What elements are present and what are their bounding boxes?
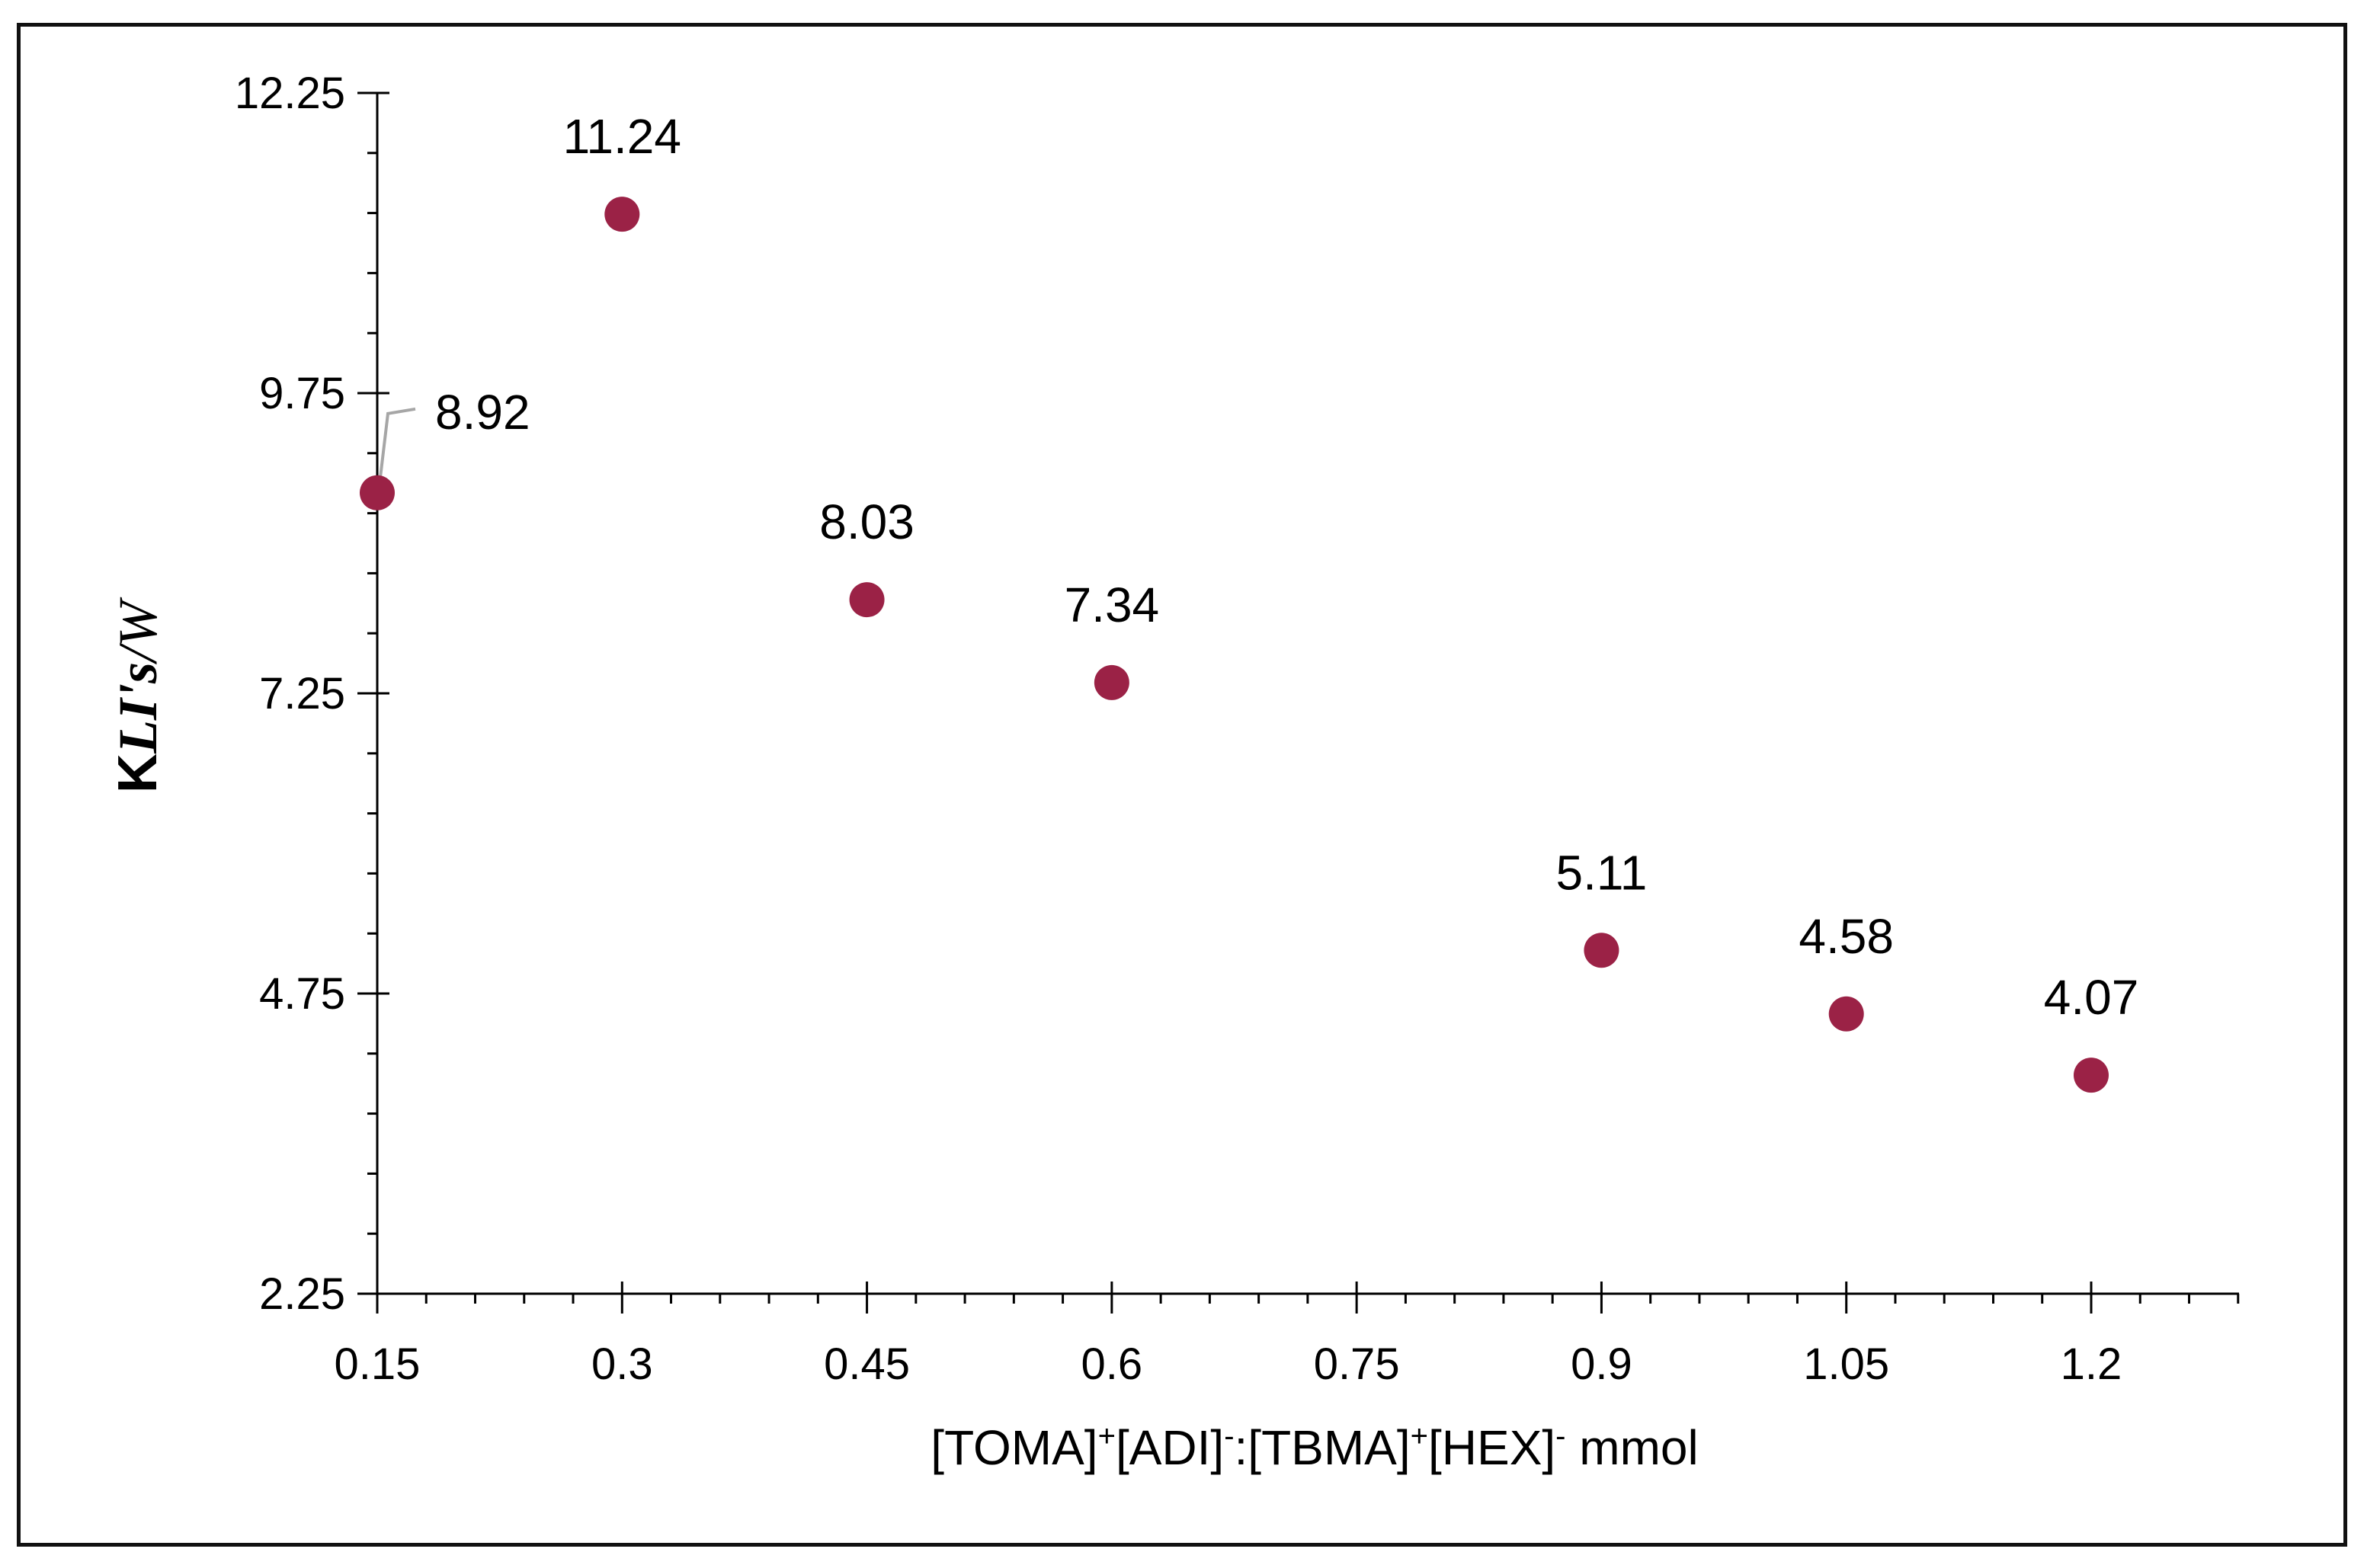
x-tick-label: 0.75 <box>1314 1339 1400 1389</box>
y-axis-title: KLI's/W <box>107 597 168 793</box>
x-tick-label: 0.15 <box>335 1339 421 1389</box>
x-axis-title: [TOMA]+[ADI]-:[TBMA]+[HEX]- mmol <box>931 1419 1698 1475</box>
data-point <box>360 475 395 510</box>
data-label: 8.03 <box>819 494 915 549</box>
tick-labels: 2.25 4.75 7.25 9.75 12.25 0.15 0.3 0.45 0.6 0.75 0… <box>235 69 2122 1389</box>
data-label: 7.34 <box>1065 578 1160 632</box>
y-tick-label: 9.75 <box>259 369 345 418</box>
y-title-prefix: K <box>107 754 168 793</box>
leader-line <box>379 407 416 478</box>
x-tick-label: 1.2 <box>2061 1339 2122 1389</box>
x-title-sup: - <box>1555 1419 1565 1453</box>
data-point <box>1828 996 1864 1032</box>
data-label: 4.58 <box>1799 909 1894 964</box>
x-title-sup: + <box>1098 1419 1116 1453</box>
y-tick-label: 2.25 <box>259 1269 345 1319</box>
tick-marks <box>357 91 2240 1314</box>
data-label: 5.11 <box>1556 845 1648 900</box>
x-title-part: [TOMA] <box>931 1420 1097 1475</box>
axes <box>376 93 2239 1295</box>
x-tick-label: 0.9 <box>1571 1339 1632 1389</box>
chart-frame <box>17 23 2347 1547</box>
x-tick-label: 0.3 <box>591 1339 653 1389</box>
x-title-part: [ADI] <box>1116 1420 1224 1475</box>
y-title-italic: LI's <box>107 662 168 754</box>
data-label: 8.92 <box>435 385 530 440</box>
x-title-sup: + <box>1411 1419 1428 1453</box>
data-point <box>2074 1058 2109 1093</box>
data-label: 11.24 <box>563 109 681 164</box>
x-title-part: mmol <box>1565 1420 1698 1475</box>
y-tick-label: 7.25 <box>259 669 345 718</box>
leader-lines <box>379 407 416 478</box>
x-title-sup: - <box>1224 1419 1234 1453</box>
x-tick-label: 0.6 <box>1081 1339 1143 1389</box>
data-point <box>1094 664 1129 700</box>
data-point <box>604 197 640 232</box>
y-title-suffix: /W <box>107 597 168 665</box>
y-tick-label: 4.75 <box>259 969 345 1019</box>
data-points <box>360 197 2109 1093</box>
x-title-part: :[TBMA] <box>1235 1420 1411 1475</box>
data-point <box>849 582 885 618</box>
data-point <box>1584 933 1619 968</box>
data-labels: 8.92 11.24 8.03 7.34 5.11 4.58 4.07 <box>435 109 2138 1025</box>
data-label: 4.07 <box>2044 970 2139 1025</box>
x-tick-label: 0.45 <box>824 1339 910 1389</box>
y-tick-label: 12.25 <box>235 69 345 118</box>
x-title-part: [HEX] <box>1428 1420 1555 1475</box>
x-tick-label: 1.05 <box>1803 1339 1889 1389</box>
